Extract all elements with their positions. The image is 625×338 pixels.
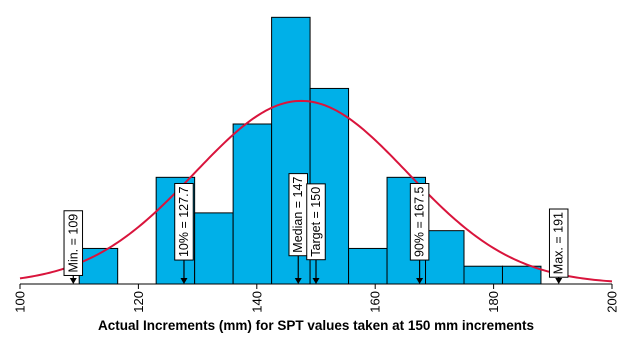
x-tick-label-1: 120 (131, 291, 146, 313)
marker-5: Max. = 191 (548, 208, 569, 284)
marker-arrow-2 (294, 278, 302, 284)
marker-label-3: Target = 150 (309, 187, 323, 257)
marker-arrow-0 (69, 278, 77, 284)
x-axis-ticks: 100 120 140 160 180 200 (13, 284, 620, 313)
marker-arrow-5 (555, 278, 563, 284)
histogram-bar-3 (194, 212, 234, 285)
x-tick-label-5: 200 (605, 291, 620, 313)
x-axis-label: Actual Increments (mm) for SPT values ta… (98, 318, 534, 333)
histogram-bars (78, 16, 542, 285)
marker-3: Target = 150 (306, 183, 326, 284)
marker-arrow-3 (312, 278, 320, 284)
marker-label-0: Min. = 109 (66, 214, 80, 273)
histogram-bar-4 (232, 123, 273, 285)
x-tick-label-4: 180 (486, 291, 501, 313)
histogram-bar-10 (463, 265, 503, 285)
marker-arrow-1 (180, 278, 188, 284)
x-tick-label-0: 100 (13, 291, 28, 313)
statistic-markers: Min. = 109 10% = 127.7 Median = 147 Target … (63, 173, 569, 284)
marker-2: Median = 147 (288, 173, 308, 284)
marker-arrow-4 (416, 278, 424, 284)
marker-label-5: Max. = 191 (552, 212, 566, 274)
marker-label-4: 90% = 167.5 (413, 186, 427, 257)
histogram-bar-11 (501, 265, 542, 285)
marker-0: Min. = 109 (63, 210, 84, 284)
normal-curve (19, 99, 613, 283)
x-tick-label-2: 140 (249, 291, 264, 313)
x-tick-label-3: 160 (368, 291, 383, 313)
histogram-bar-9 (425, 230, 465, 285)
marker-1: 10% = 127.7 (174, 183, 194, 284)
marker-label-1: 10% = 127.7 (177, 186, 191, 257)
marker-4: 90% = 167.5 (409, 183, 430, 284)
histogram-bar-7 (348, 247, 388, 285)
marker-label-2: Median = 147 (291, 177, 305, 253)
